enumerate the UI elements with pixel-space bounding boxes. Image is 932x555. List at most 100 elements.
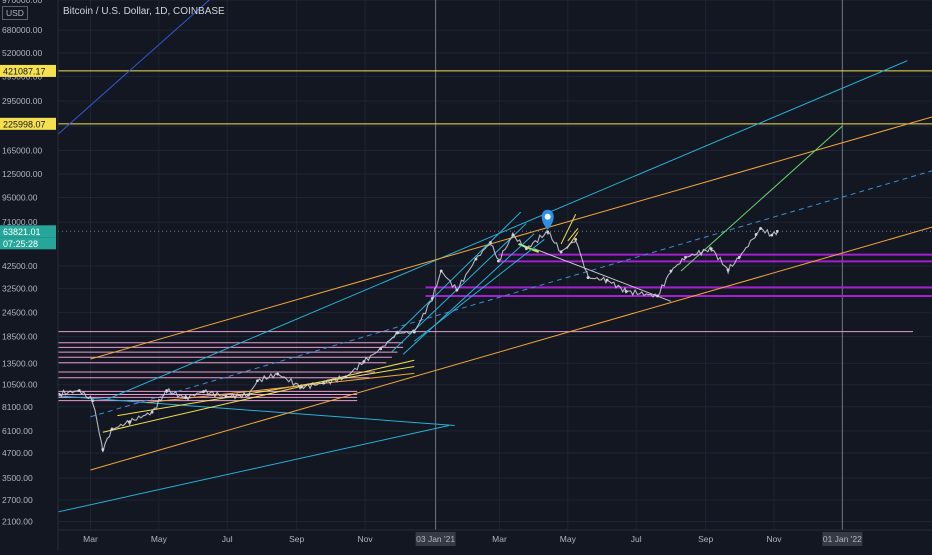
price-point: [101, 448, 105, 451]
trend-line[interactable]: [146, 372, 415, 404]
price-label: 63821.01: [3, 227, 41, 237]
price-label-box: [0, 225, 56, 238]
location-marker-dot: [544, 213, 551, 220]
price-label-box: [0, 64, 56, 77]
price-series-layer: [57, 209, 932, 453]
price-point: [770, 233, 774, 237]
price-point: [110, 428, 114, 431]
y-tick-label: 4700.00: [2, 448, 33, 458]
x-tick-label: 01 Jan '22: [823, 534, 862, 544]
price-label-box: [0, 237, 56, 250]
price-point: [605, 278, 609, 282]
trend-line[interactable]: [680, 125, 843, 272]
price-point: [559, 250, 563, 254]
trend-line[interactable]: [567, 228, 579, 242]
y-tick-label: 2700.00: [2, 495, 33, 505]
price-point: [247, 393, 250, 397]
price-point: [775, 229, 779, 233]
x-tick-highlight-box: [415, 532, 456, 546]
price-point: [489, 241, 492, 244]
price-point: [412, 330, 416, 334]
price-point: [759, 227, 762, 230]
x-tick-label: Mar: [83, 534, 98, 544]
trend-line[interactable]: [57, 0, 210, 135]
y-tick-label: 125000.00: [2, 169, 42, 179]
price-point: [91, 399, 95, 403]
price-point: [624, 289, 628, 293]
price-point: [574, 238, 578, 241]
price-point: [656, 294, 659, 298]
x-tick-label: Sep: [698, 534, 713, 544]
price-point: [524, 247, 528, 251]
price-point: [709, 247, 713, 251]
parallel-trend-line[interactable]: [385, 211, 522, 345]
price-point: [430, 296, 434, 300]
price-point: [684, 255, 687, 259]
price-point: [396, 331, 399, 335]
price-point: [726, 268, 730, 272]
y-tick-label: 95000.00: [2, 192, 38, 202]
x-tick-label: May: [560, 534, 577, 544]
price-point: [496, 259, 500, 263]
y-tick-label: 680000.00: [2, 25, 42, 35]
price-point: [322, 381, 325, 385]
price-point: [299, 385, 303, 389]
price-point: [184, 396, 188, 400]
price-point: [439, 269, 443, 273]
price-point: [224, 394, 228, 398]
trend-line[interactable]: [57, 424, 450, 513]
currency-label[interactable]: USD: [2, 6, 28, 20]
y-tick-label: 8100.00: [2, 402, 33, 412]
y-tick-label: 18500.00: [2, 332, 38, 342]
x-tick-label: 03 Jan '21: [416, 534, 455, 544]
x-tick-label: Jul: [222, 534, 233, 544]
y-tick-label: 2100.00: [2, 516, 33, 526]
channel-line[interactable]: [90, 226, 932, 471]
y-tick-label: 13500.00: [2, 358, 38, 368]
trend-line[interactable]: [534, 248, 672, 302]
price-label-box: [0, 117, 56, 130]
y-tick-label: 32500.00: [2, 284, 38, 294]
y-tick-label: 10500.00: [2, 380, 38, 390]
price-point: [128, 420, 132, 424]
price-point: [165, 389, 169, 392]
x-tick-label: May: [151, 534, 168, 544]
x-tick-label: Jul: [631, 534, 642, 544]
x-tick-label: Nov: [766, 534, 782, 544]
price-point: [455, 288, 459, 292]
price-point: [669, 269, 673, 273]
x-tick-label: Mar: [492, 534, 507, 544]
trend-line[interactable]: [117, 366, 415, 417]
y-tick-label: 165000.00: [2, 146, 42, 156]
trend-line[interactable]: [57, 395, 455, 426]
price-point: [256, 379, 259, 383]
price-point: [474, 257, 478, 261]
trend-line[interactable]: [102, 359, 415, 433]
price-line: [58, 226, 778, 453]
price-label: 421087.17: [3, 66, 46, 76]
price-point: [276, 372, 280, 376]
y-tick-label: 3500.00: [2, 473, 33, 483]
price-point: [511, 233, 515, 237]
price-point: [202, 390, 206, 393]
trend-line[interactable]: [560, 214, 577, 245]
chart-title: Bitcoin / U.S. Dollar, 1D, COINBASE: [63, 6, 225, 17]
y-tick-label: 6100.00: [2, 426, 33, 436]
parallel-trend-line[interactable]: [402, 233, 535, 355]
midline-dashed[interactable]: [90, 170, 932, 418]
x-tick-label: Sep: [289, 534, 304, 544]
x-tick-label: Nov: [357, 534, 373, 544]
price-point: [150, 410, 154, 414]
y-tick-label: 970000.00: [2, 0, 42, 5]
channel-line[interactable]: [105, 60, 908, 401]
parallel-trend-line[interactable]: [414, 239, 545, 342]
price-point: [586, 276, 590, 280]
price-point: [737, 255, 741, 259]
price-label: 225998.07: [3, 119, 46, 129]
y-tick-label: 24500.00: [2, 308, 38, 318]
price-label: 07:25:28: [3, 239, 38, 249]
